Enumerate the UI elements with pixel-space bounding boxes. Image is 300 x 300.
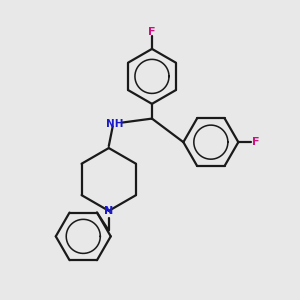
Text: F: F (148, 27, 156, 37)
Text: F: F (252, 137, 260, 147)
Text: NH: NH (106, 119, 123, 130)
Text: N: N (104, 206, 113, 216)
